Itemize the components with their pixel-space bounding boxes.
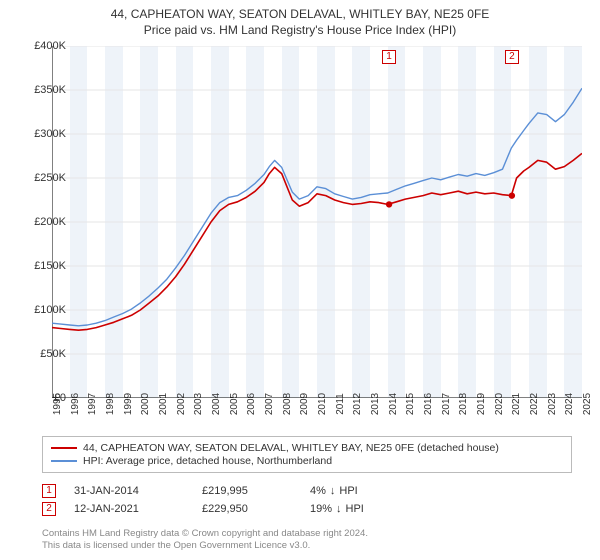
- sales-table: 131-JAN-2014£219,9954%↓HPI212-JAN-2021£2…: [42, 480, 572, 520]
- x-tick-label: 2003: [193, 393, 204, 415]
- x-tick-label: 2013: [370, 393, 381, 415]
- legend-swatch-hpi: [51, 460, 77, 462]
- x-tick-label: 2017: [441, 393, 452, 415]
- x-tick-label: 2016: [423, 393, 434, 415]
- title-block: 44, CAPHEATON WAY, SEATON DELAVAL, WHITL…: [0, 0, 600, 40]
- x-tick-label: 2002: [176, 393, 187, 415]
- pct-suffix: HPI: [346, 503, 364, 515]
- x-tick-label: 2005: [229, 393, 240, 415]
- x-tick-label: 2011: [335, 393, 346, 415]
- sales-row-date: 12-JAN-2021: [74, 503, 184, 515]
- title-address: 44, CAPHEATON WAY, SEATON DELAVAL, WHITL…: [10, 6, 590, 22]
- sales-row: 2 12-JAN-2021 £229,950 19% ↓ HPI: [42, 502, 572, 516]
- pct-suffix: HPI: [339, 485, 357, 497]
- x-tick-label: 1995: [52, 393, 63, 415]
- y-tick-label: £400K: [6, 40, 66, 52]
- x-tick-label: 2006: [246, 393, 257, 415]
- x-tick-label: 1998: [105, 393, 116, 415]
- x-tick-label: 2022: [529, 393, 540, 415]
- y-tick-label: £100K: [6, 304, 66, 316]
- y-tick-label: £200K: [6, 216, 66, 228]
- sale-marker-2: 2: [505, 50, 519, 64]
- y-tick-label: £350K: [6, 84, 66, 96]
- x-tick-label: 1997: [87, 393, 98, 415]
- x-tick-label: 2014: [388, 393, 399, 415]
- x-tick-label: 2025: [582, 393, 593, 415]
- x-tick-label: 2000: [140, 393, 151, 415]
- legend-row-price-paid: 44, CAPHEATON WAY, SEATON DELAVAL, WHITL…: [51, 442, 563, 454]
- sale-marker-1: 1: [382, 50, 396, 64]
- x-tick-label: 2004: [211, 393, 222, 415]
- sales-row-marker: 1: [42, 484, 56, 498]
- x-tick-label: 2012: [352, 393, 363, 415]
- sales-row: 1 31-JAN-2014 £219,995 4% ↓HPI: [42, 484, 572, 498]
- legend-label-price-paid: 44, CAPHEATON WAY, SEATON DELAVAL, WHITL…: [83, 442, 499, 454]
- legend-row-hpi: HPI: Average price, detached house, Nort…: [51, 455, 563, 467]
- y-tick-label: £150K: [6, 260, 66, 272]
- sales-row-date: 31-JAN-2014: [74, 485, 184, 497]
- x-tick-label: 1999: [123, 393, 134, 415]
- sales-row-pct: 19% ↓ HPI: [310, 503, 420, 515]
- down-arrow-icon: ↓: [336, 503, 342, 515]
- x-tick-label: 2018: [458, 393, 469, 415]
- legend: 44, CAPHEATON WAY, SEATON DELAVAL, WHITL…: [42, 436, 572, 473]
- sales-row-pct: 4% ↓HPI: [310, 485, 420, 497]
- sales-row-marker: 2: [42, 502, 56, 516]
- x-tick-label: 2010: [317, 393, 328, 415]
- sales-row-price: £229,950: [202, 503, 292, 515]
- x-tick-label: 1996: [70, 393, 81, 415]
- attribution: Contains HM Land Registry data © Crown c…: [42, 528, 572, 553]
- x-tick-label: 2023: [547, 393, 558, 415]
- pct-value: 19%: [310, 503, 332, 515]
- legend-label-hpi: HPI: Average price, detached house, Nort…: [83, 455, 332, 467]
- x-tick-label: 2009: [299, 393, 310, 415]
- y-tick-label: £250K: [6, 172, 66, 184]
- x-tick-label: 2008: [282, 393, 293, 415]
- chart-plot-area: [52, 46, 582, 398]
- x-tick-label: 2001: [158, 393, 169, 415]
- down-arrow-icon: ↓: [330, 485, 336, 497]
- x-tick-label: 2024: [564, 393, 575, 415]
- chart-container: 44, CAPHEATON WAY, SEATON DELAVAL, WHITL…: [0, 0, 600, 560]
- x-tick-label: 2021: [511, 393, 522, 415]
- pct-value: 4%: [310, 485, 326, 497]
- attribution-line2: This data is licensed under the Open Gov…: [42, 540, 572, 552]
- attribution-line1: Contains HM Land Registry data © Crown c…: [42, 528, 572, 540]
- x-tick-label: 2019: [476, 393, 487, 415]
- title-subtitle: Price paid vs. HM Land Registry's House …: [10, 22, 590, 38]
- x-tick-label: 2007: [264, 393, 275, 415]
- chart-svg: [52, 46, 582, 398]
- x-tick-label: 2020: [494, 393, 505, 415]
- x-tick-label: 2015: [405, 393, 416, 415]
- sales-row-price: £219,995: [202, 485, 292, 497]
- y-tick-label: £300K: [6, 128, 66, 140]
- legend-swatch-price-paid: [51, 447, 77, 449]
- y-tick-label: £50K: [6, 348, 66, 360]
